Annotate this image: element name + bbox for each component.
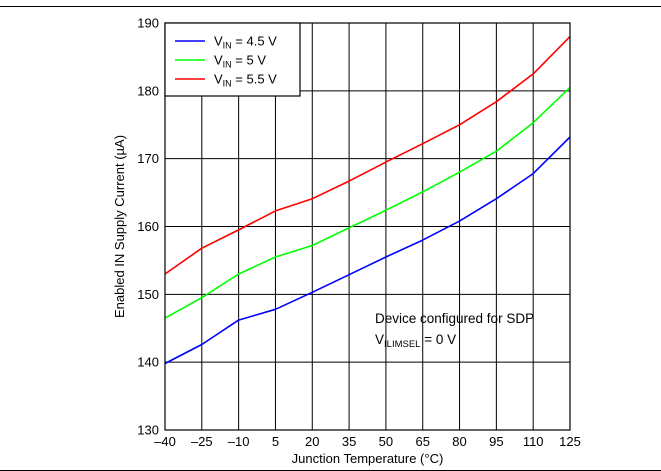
x-axis-label: Junction Temperature (°C) [292, 451, 444, 466]
series-line [164, 36, 571, 275]
y-tick-label: 130 [137, 423, 159, 438]
y-tick-label: 140 [137, 355, 159, 370]
x-tick-label: –40 [154, 434, 176, 449]
y-tick-label: 150 [137, 287, 159, 302]
x-tick-label: 110 [523, 434, 544, 449]
note-v: V [375, 332, 384, 347]
configuration-note: Device configured for SDP VILIMSEL = 0 V [375, 311, 534, 350]
legend-entry: VIN = 5.5 V [214, 72, 277, 89]
note-line-1: Device configured for SDP [375, 311, 534, 326]
legend: VIN = 4.5 V VIN = 5 V VIN = 5.5 V [164, 22, 301, 97]
y-tick-label: 160 [137, 219, 159, 234]
series-line [164, 86, 571, 319]
note-subscript: ILIMSEL [384, 339, 420, 350]
x-tick-label: 35 [342, 434, 356, 449]
note-line-2: VILIMSEL = 0 V [375, 332, 456, 350]
y-tick-label: 190 [137, 16, 159, 31]
grid-lines [165, 23, 570, 430]
x-tick-label: 125 [559, 434, 581, 449]
top-rule [0, 6, 661, 7]
y-axis-label: Enabled IN Supply Current (µA) [112, 135, 127, 318]
x-tick-labels: –40 –25 –10 5 20 35 50 65 80 95 110 125 [154, 434, 581, 449]
x-tick-label: 50 [379, 434, 393, 449]
x-tick-label: 20 [305, 434, 319, 449]
note-value: = 0 V [420, 332, 456, 347]
plot-border [164, 22, 571, 431]
y-tick-label: 170 [137, 151, 159, 166]
x-tick-label: 95 [489, 434, 503, 449]
legend-entry: VIN = 4.5 V [214, 34, 277, 51]
x-tick-label: 80 [452, 434, 466, 449]
x-tick-label: 5 [272, 434, 279, 449]
x-tick-label: 65 [415, 434, 429, 449]
y-tick-labels: 130 140 150 160 170 180 190 [137, 16, 159, 438]
data-series [164, 36, 571, 365]
legend-entry: VIN = 5 V [214, 53, 266, 70]
series-line [164, 136, 571, 365]
y-tick-label: 180 [137, 83, 159, 98]
x-tick-label: –25 [191, 434, 213, 449]
x-tick-label: –10 [228, 434, 250, 449]
